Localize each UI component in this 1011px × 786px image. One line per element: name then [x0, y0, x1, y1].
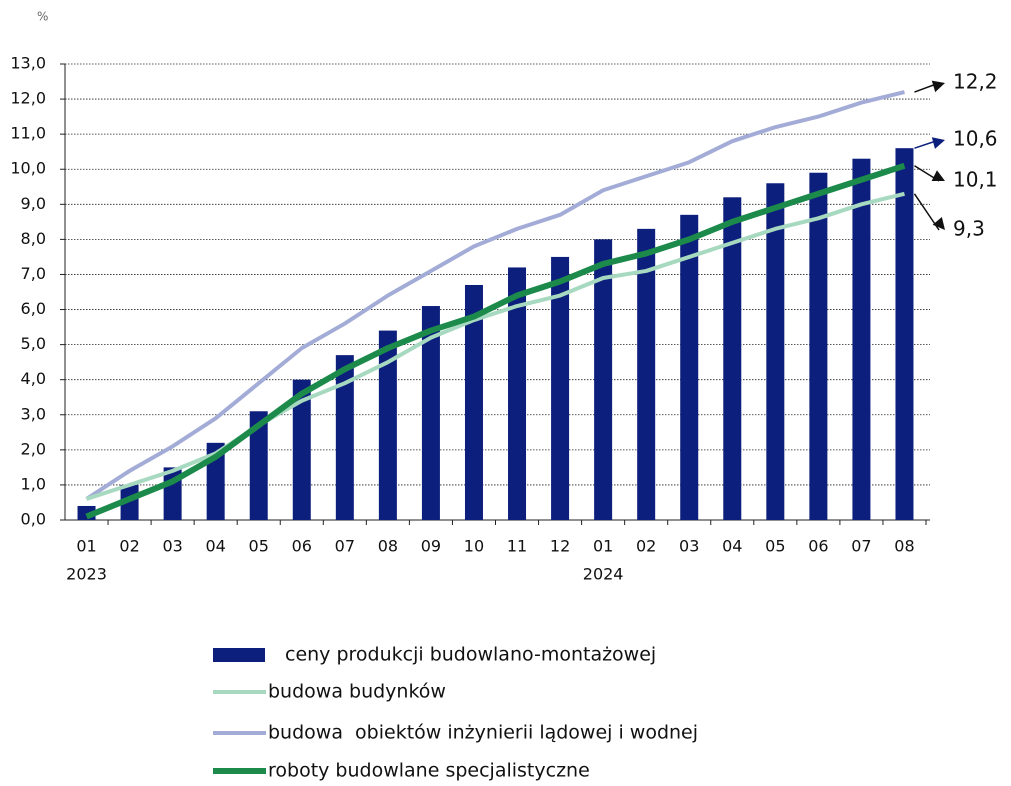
legend-label: budowa obiektów inżynierii lądowej i wod…: [268, 722, 698, 744]
x-tick-label: 04: [205, 537, 225, 556]
x-tick-label: 01: [76, 537, 96, 556]
x-tick-label: 09: [421, 537, 441, 556]
legend-label: ceny produkcji budowlano-montażowej: [285, 644, 656, 666]
arrow-head: [931, 170, 945, 181]
bar: [335, 355, 354, 520]
y-tick-label: 6,0: [21, 299, 46, 318]
bar: [594, 239, 613, 520]
y-tick-label: 1,0: [21, 474, 46, 493]
y-tick-label: 0,0: [21, 510, 46, 529]
bar: [120, 484, 139, 520]
x-tick-label: 03: [162, 537, 182, 556]
y-tick-label: 2,0: [21, 439, 46, 458]
bar: [378, 330, 397, 520]
bar: [895, 148, 914, 520]
x-tick-label: 02: [636, 537, 656, 556]
x-tick-label: 11: [507, 537, 527, 556]
bar: [421, 306, 440, 520]
bar: [637, 228, 656, 520]
bar: [292, 379, 311, 520]
x-tick-label: 05: [765, 537, 785, 556]
x-tick-label: 06: [292, 537, 312, 556]
bar: [723, 197, 742, 521]
y-tick-label: 7,0: [21, 264, 46, 283]
year-label: 2024: [583, 565, 624, 584]
x-tick-label: 05: [249, 537, 269, 556]
arrow-head: [932, 216, 945, 230]
y-tick-label: 5,0: [21, 334, 46, 353]
y-tick-label: 11,0: [10, 124, 46, 143]
x-tick-label: 10: [464, 537, 484, 556]
end-label: 10,6: [953, 127, 998, 151]
bar: [766, 183, 785, 520]
legend-label: roboty budowlane specjalistyczne: [268, 760, 590, 782]
bar: [680, 214, 699, 521]
x-tick-label: 07: [335, 537, 355, 556]
bar: [249, 411, 268, 520]
x-tick-label: 06: [808, 537, 828, 556]
y-tick-label: 13,0: [10, 54, 46, 73]
y-tick-label: 4,0: [21, 369, 46, 388]
legend-swatch: [213, 648, 265, 662]
line: [85, 162, 906, 520]
x-tick-label: 04: [722, 537, 742, 556]
arrow-head: [931, 137, 945, 149]
line: [85, 90, 905, 501]
arrow-head: [931, 80, 945, 93]
x-tick-label: 08: [378, 537, 398, 556]
x-tick-label: 07: [851, 537, 871, 556]
y-tick-label: 10,0: [10, 159, 46, 178]
bar: [508, 267, 527, 520]
x-tick-label: 02: [119, 537, 139, 556]
legend-label: budowa budynków: [268, 681, 446, 703]
y-tick-label: 3,0: [21, 404, 46, 423]
x-tick-label: 12: [550, 537, 570, 556]
x-tick-label: 03: [679, 537, 699, 556]
y-axis-label: %: [37, 10, 48, 24]
bar: [809, 172, 828, 520]
end-label: 9,3: [953, 217, 985, 241]
bar: [464, 284, 483, 520]
bar: [551, 256, 570, 520]
end-label: 12,2: [953, 70, 998, 94]
bar: [852, 158, 871, 520]
x-tick-label: 01: [593, 537, 613, 556]
y-tick-label: 9,0: [21, 194, 46, 213]
x-tick-label: 08: [894, 537, 914, 556]
y-tick-label: 8,0: [21, 229, 46, 248]
y-tick-label: 12,0: [10, 89, 46, 108]
year-label: 2023: [66, 565, 107, 584]
end-label: 10,1: [953, 168, 998, 192]
